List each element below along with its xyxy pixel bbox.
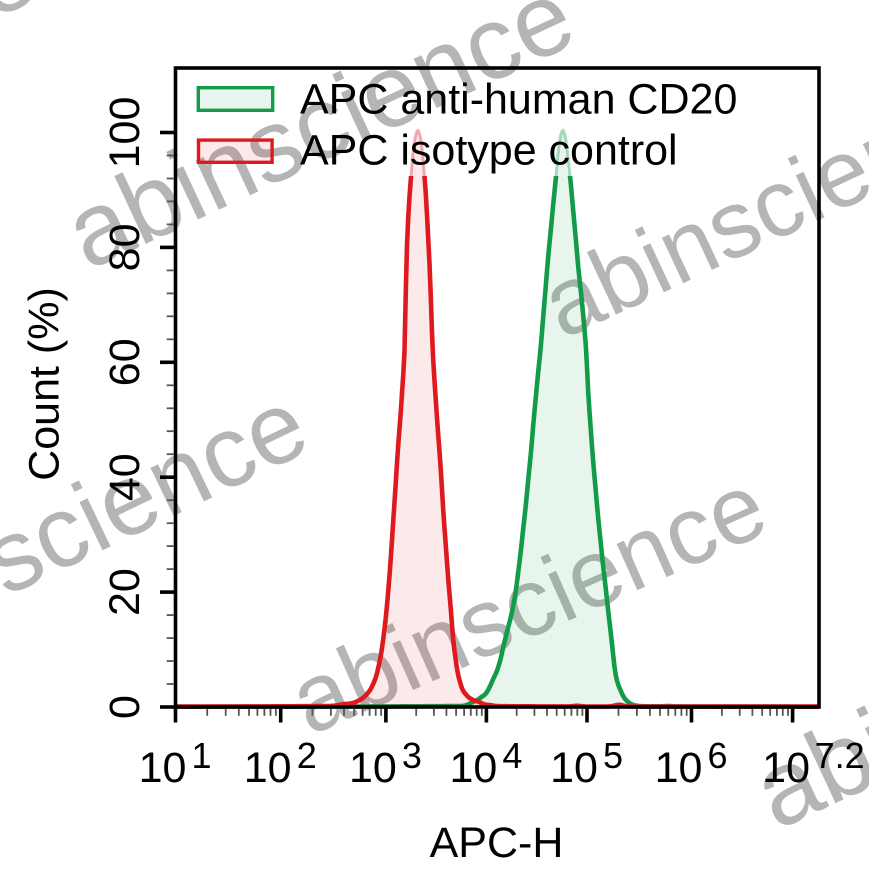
svg-text:10: 10 — [762, 744, 810, 792]
svg-text:10: 10 — [139, 744, 187, 792]
svg-text:3: 3 — [402, 735, 422, 776]
svg-text:10: 10 — [244, 744, 292, 792]
svg-text:60: 60 — [101, 338, 149, 386]
svg-text:4: 4 — [502, 735, 522, 776]
svg-text:10: 10 — [349, 744, 397, 792]
svg-text:1: 1 — [192, 735, 212, 776]
svg-text:6: 6 — [708, 735, 728, 776]
svg-text:10: 10 — [550, 744, 598, 792]
svg-text:0: 0 — [101, 695, 149, 719]
svg-text:2: 2 — [297, 735, 317, 776]
svg-text:100: 100 — [101, 97, 149, 169]
svg-text:10: 10 — [449, 744, 497, 792]
svg-text:APC isotype control: APC isotype control — [300, 127, 678, 175]
svg-text:20: 20 — [101, 568, 149, 616]
svg-text:APC-H: APC-H — [430, 819, 564, 867]
svg-text:40: 40 — [101, 453, 149, 501]
svg-text:5: 5 — [603, 735, 623, 776]
svg-text:7.2: 7.2 — [815, 735, 865, 776]
svg-text:10: 10 — [655, 744, 703, 792]
svg-text:80: 80 — [101, 223, 149, 271]
svg-text:APC anti-human CD20: APC anti-human CD20 — [300, 76, 737, 124]
svg-text:Count (%): Count (%) — [21, 287, 69, 481]
